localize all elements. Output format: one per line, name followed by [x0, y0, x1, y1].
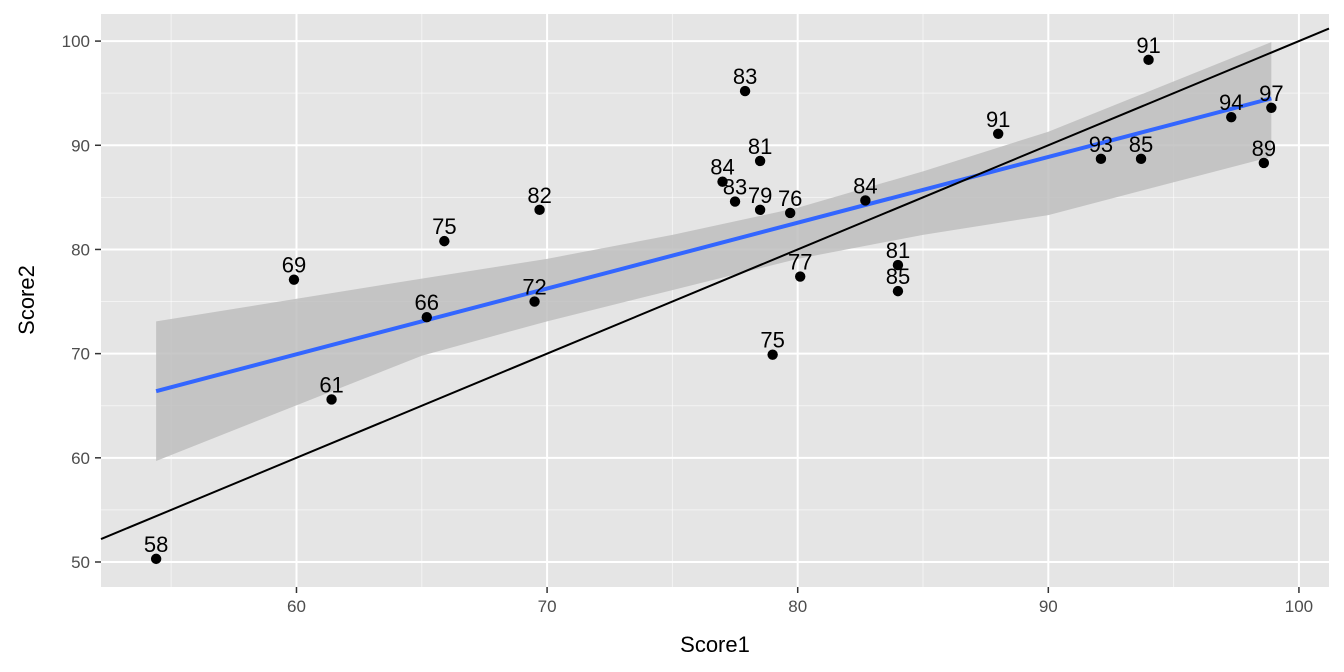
confidence-band-layer: [156, 42, 1272, 461]
data-point: [1143, 54, 1154, 66]
data-point: [729, 196, 741, 207]
point-label: 77: [788, 250, 812, 275]
point-labels-layer: 5869616675728284838381797576778481859193…: [144, 33, 1284, 557]
data-point: [1095, 153, 1107, 165]
data-point: [326, 394, 337, 405]
data-point: [717, 176, 728, 187]
point-label: 84: [710, 155, 734, 180]
y-tick-label: 90: [71, 136, 90, 155]
data-point: [892, 285, 904, 297]
data-point: [439, 235, 450, 247]
point-label: 58: [144, 532, 168, 557]
point-label: 61: [319, 372, 343, 397]
y-tick-label: 60: [71, 449, 90, 468]
point-label: 91: [1136, 33, 1160, 58]
x-axis: 60 70 80 90 100: [287, 587, 1313, 616]
point-label: 76: [778, 186, 802, 211]
data-point: [150, 553, 162, 565]
data-point: [421, 311, 432, 323]
point-label: 75: [432, 214, 456, 239]
data-point: [1258, 157, 1270, 169]
point-label: 85: [886, 264, 910, 289]
y-tick-label: 50: [71, 553, 90, 572]
point-label: 97: [1259, 81, 1283, 106]
data-point: [1266, 102, 1277, 113]
data-point: [1135, 153, 1147, 165]
point-label: 84: [853, 173, 877, 198]
data-point: [860, 195, 871, 206]
y-tick-label: 70: [71, 345, 90, 364]
y-axis-title: Score2: [14, 265, 39, 335]
point-label: 82: [527, 183, 551, 208]
data-point: [754, 155, 766, 167]
x-tick-label: 100: [1285, 597, 1313, 616]
point-label: 81: [886, 238, 910, 263]
y-tick-label: 80: [71, 240, 90, 259]
point-label: 94: [1219, 90, 1243, 115]
point-label: 85: [1129, 132, 1153, 157]
point-label: 75: [760, 328, 784, 353]
regression-line: [155, 96, 1272, 394]
x-tick-label: 70: [538, 597, 557, 616]
point-label: 69: [282, 253, 306, 278]
points-layer: [150, 54, 1277, 565]
data-point: [754, 204, 766, 216]
x-tick-label: 90: [1039, 597, 1058, 616]
data-point: [892, 259, 904, 271]
data-point: [767, 349, 778, 360]
data-point: [992, 128, 1004, 140]
point-label: 83: [723, 175, 747, 200]
y-axis: 50 60 70 80 90 100: [62, 32, 101, 572]
x-axis-title: Score1: [680, 632, 750, 657]
confidence-band: [156, 42, 1272, 461]
x-tick-label: 60: [287, 597, 306, 616]
point-label: 66: [415, 290, 439, 315]
point-label: 83: [733, 64, 757, 89]
reference-line-layer: [100, 27, 1330, 540]
data-point: [288, 274, 300, 285]
point-label: 93: [1089, 132, 1113, 157]
point-label: 89: [1252, 136, 1276, 161]
y-tick-label: 100: [62, 32, 90, 51]
x-tick-label: 80: [788, 597, 807, 616]
point-label: 91: [986, 107, 1010, 132]
data-point: [529, 296, 540, 307]
data-point: [739, 85, 751, 97]
smooth-line-layer: [155, 96, 1272, 394]
point-label: 81: [748, 134, 772, 159]
data-point: [795, 271, 806, 282]
identity-reference-line: [100, 27, 1330, 540]
data-point: [784, 207, 796, 219]
data-point: [534, 204, 545, 216]
point-label: 79: [748, 183, 772, 208]
point-label: 72: [522, 275, 546, 300]
data-point: [1226, 111, 1237, 123]
